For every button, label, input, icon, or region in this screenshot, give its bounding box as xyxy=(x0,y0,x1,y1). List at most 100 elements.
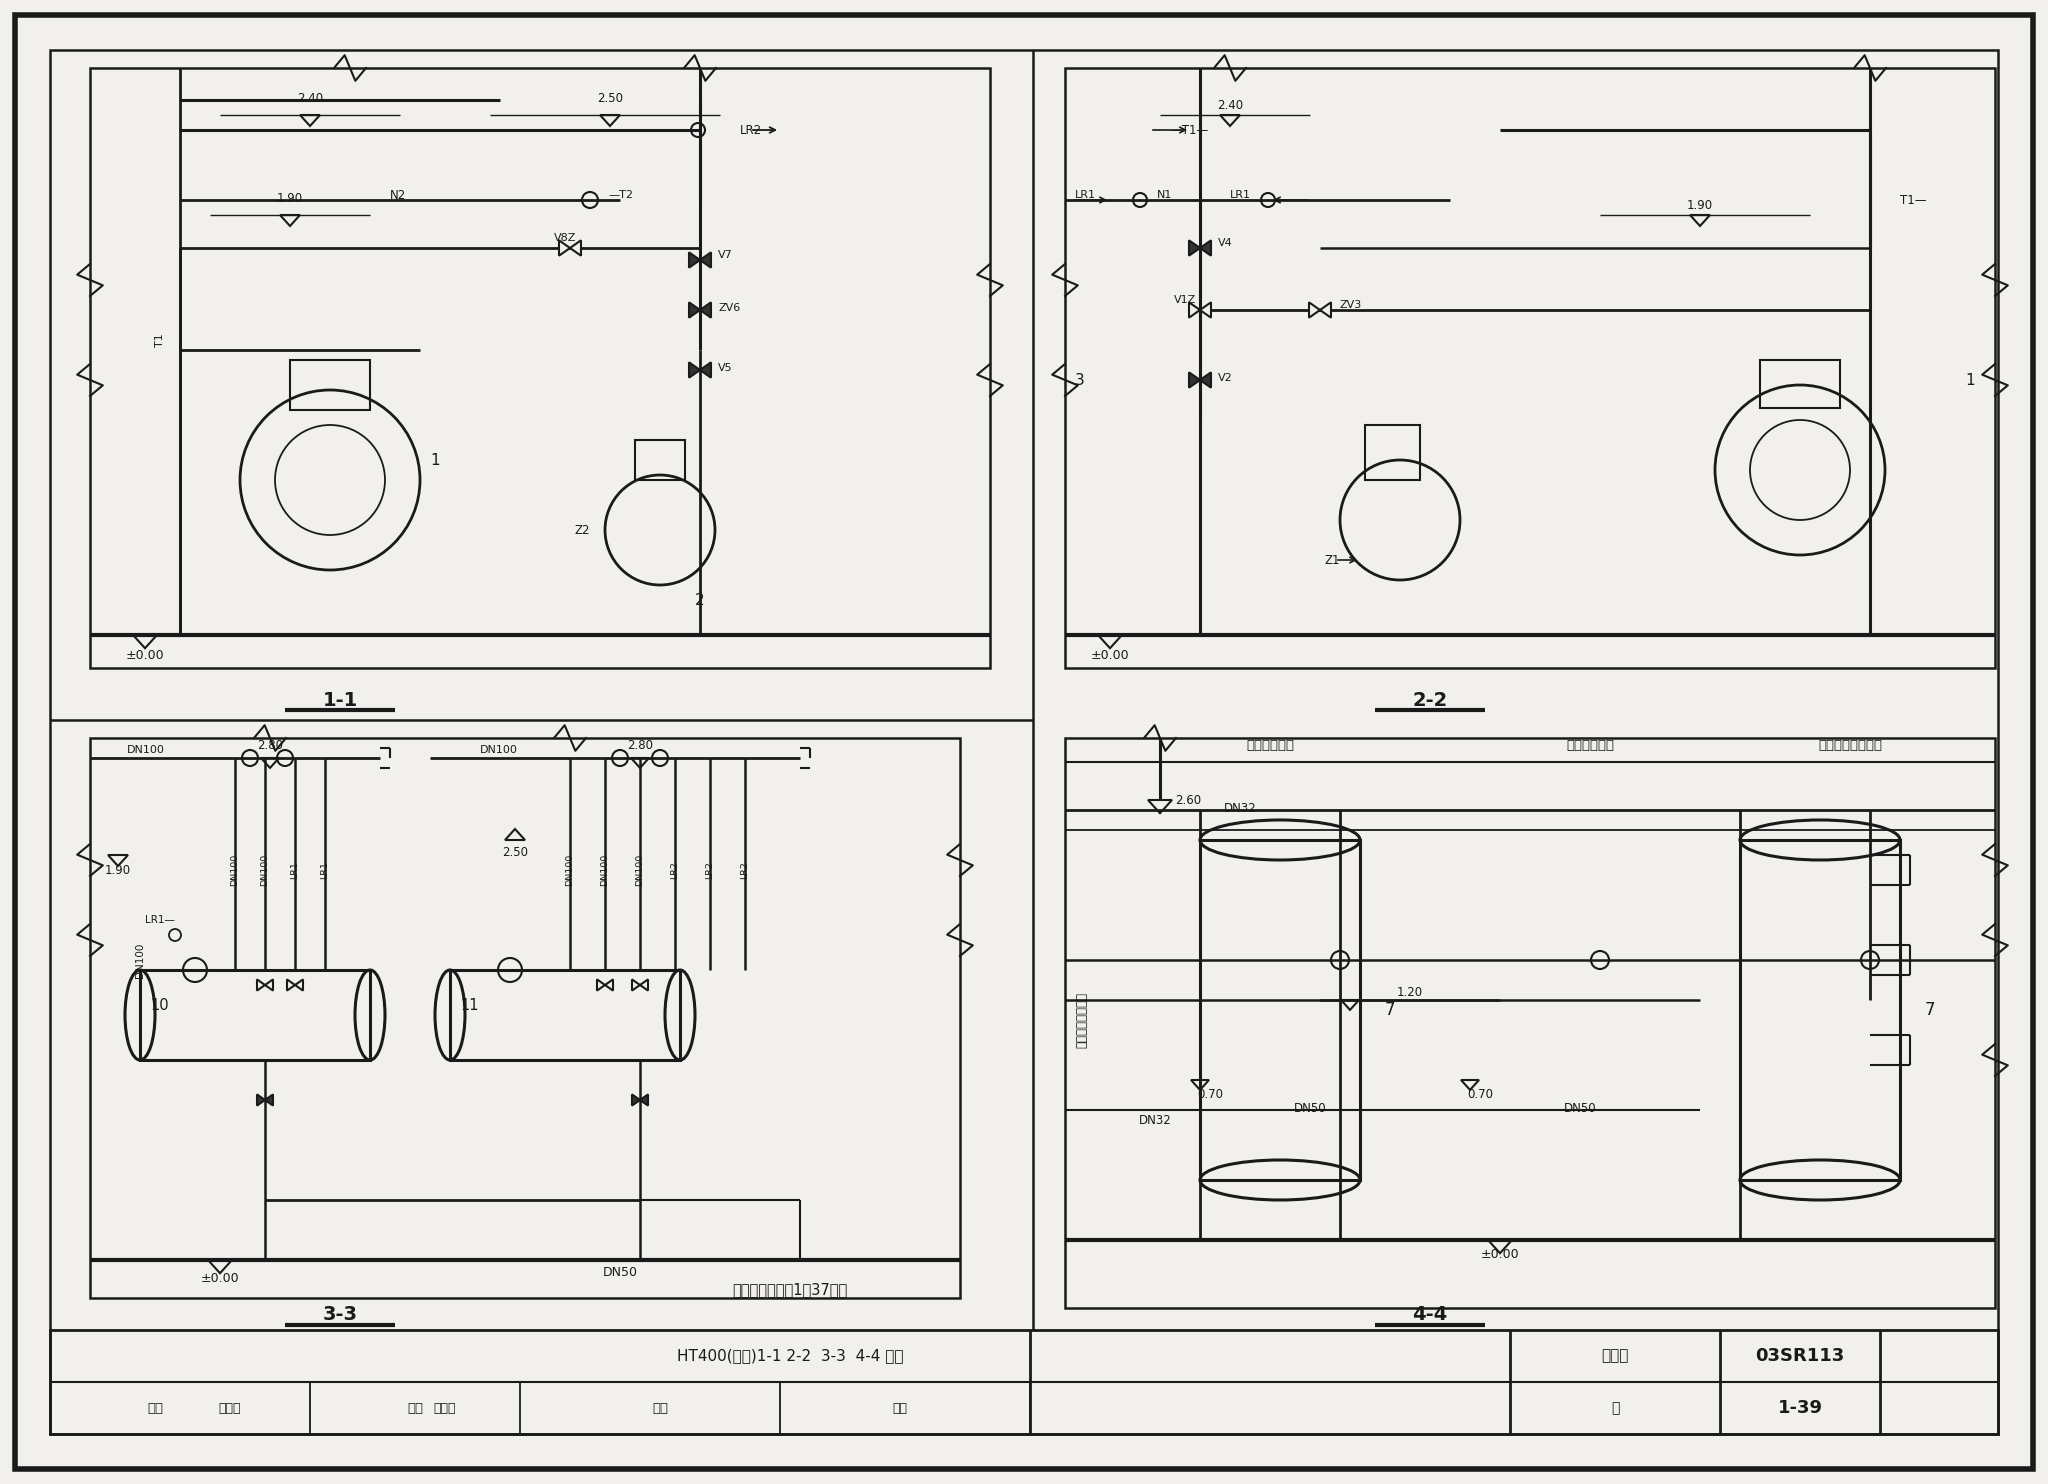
Text: DN100: DN100 xyxy=(479,745,518,755)
Polygon shape xyxy=(688,362,700,378)
Polygon shape xyxy=(700,252,711,267)
Text: 2.40: 2.40 xyxy=(1217,98,1243,111)
Text: 0.70: 0.70 xyxy=(1196,1088,1223,1101)
Polygon shape xyxy=(641,979,647,991)
Text: LR2: LR2 xyxy=(741,861,750,879)
Polygon shape xyxy=(700,303,711,318)
Text: N1: N1 xyxy=(1157,190,1174,200)
Polygon shape xyxy=(559,240,569,255)
Polygon shape xyxy=(1190,372,1200,387)
Text: 2.60: 2.60 xyxy=(1176,794,1200,806)
Text: DN100: DN100 xyxy=(565,853,575,886)
Text: 1-1: 1-1 xyxy=(322,690,358,709)
Text: LR2: LR2 xyxy=(670,861,680,879)
Text: 1: 1 xyxy=(1966,372,1974,387)
Text: 7: 7 xyxy=(1384,1002,1395,1020)
Text: 3-3: 3-3 xyxy=(322,1306,358,1325)
Text: 2: 2 xyxy=(694,592,705,607)
Polygon shape xyxy=(688,303,700,318)
Bar xyxy=(635,439,684,479)
Text: 2.40: 2.40 xyxy=(297,92,324,105)
Bar xyxy=(90,738,961,1298)
Text: 2.80: 2.80 xyxy=(627,739,653,751)
Polygon shape xyxy=(256,979,264,991)
Text: V7: V7 xyxy=(719,249,733,260)
Text: T1—: T1— xyxy=(1901,193,1927,206)
Text: T1: T1 xyxy=(156,332,166,347)
Polygon shape xyxy=(295,979,303,991)
Text: 2.50: 2.50 xyxy=(598,92,623,105)
Text: ZV6: ZV6 xyxy=(719,303,739,313)
Text: N2: N2 xyxy=(389,188,406,202)
Text: 接加热回水管: 接加热回水管 xyxy=(1567,739,1614,751)
Text: 4-4: 4-4 xyxy=(1413,1306,1448,1325)
Text: 0.70: 0.70 xyxy=(1466,1088,1493,1101)
Text: LR1: LR1 xyxy=(319,861,330,879)
Polygon shape xyxy=(264,979,272,991)
Text: 2-2: 2-2 xyxy=(1413,690,1448,709)
Polygon shape xyxy=(633,1094,641,1106)
Bar xyxy=(1065,738,1995,1307)
Polygon shape xyxy=(1200,240,1210,255)
Text: DN50: DN50 xyxy=(602,1266,637,1279)
Polygon shape xyxy=(1200,303,1210,318)
Text: DN32: DN32 xyxy=(1223,801,1255,815)
Polygon shape xyxy=(1200,372,1210,387)
Text: DN100: DN100 xyxy=(600,853,610,886)
Polygon shape xyxy=(287,979,295,991)
Text: 校对: 校对 xyxy=(408,1401,424,1414)
Text: 黄涚: 黄涚 xyxy=(893,1401,907,1414)
Text: 注：设备表见第1－37页。: 注：设备表见第1－37页。 xyxy=(733,1282,848,1297)
Polygon shape xyxy=(1190,240,1200,255)
Polygon shape xyxy=(633,979,641,991)
Text: DN100: DN100 xyxy=(127,745,166,755)
Text: 10: 10 xyxy=(150,997,168,1012)
Text: V2: V2 xyxy=(1219,372,1233,383)
Text: 接生活热水供水管: 接生活热水供水管 xyxy=(1819,739,1882,751)
Polygon shape xyxy=(1321,303,1331,318)
Text: V8Z: V8Z xyxy=(553,233,575,243)
Text: 千秋风: 千秋风 xyxy=(434,1401,457,1414)
Text: 1.20: 1.20 xyxy=(1397,987,1423,1000)
Polygon shape xyxy=(569,240,582,255)
Bar xyxy=(1741,840,1901,1180)
Bar xyxy=(1759,361,1839,408)
Text: 11: 11 xyxy=(461,997,479,1012)
Text: LR1: LR1 xyxy=(1229,190,1251,200)
Bar xyxy=(90,68,989,668)
Text: 1.90: 1.90 xyxy=(276,191,303,205)
Bar xyxy=(1366,424,1419,479)
Text: 图集号: 图集号 xyxy=(1602,1349,1628,1364)
Polygon shape xyxy=(688,252,700,267)
Polygon shape xyxy=(256,1094,264,1106)
Text: V1Z: V1Z xyxy=(1174,295,1196,306)
Text: 接加热供水管: 接加热供水管 xyxy=(1245,739,1294,751)
Polygon shape xyxy=(641,1094,647,1106)
Text: V4: V4 xyxy=(1219,237,1233,248)
Polygon shape xyxy=(700,362,711,378)
Text: DN50: DN50 xyxy=(1294,1101,1327,1114)
Text: 巳学路: 巳学路 xyxy=(219,1401,242,1414)
Text: 页: 页 xyxy=(1612,1401,1620,1416)
Text: ±0.00: ±0.00 xyxy=(1092,649,1128,662)
Text: V5: V5 xyxy=(719,364,733,372)
Text: 1-39: 1-39 xyxy=(1778,1399,1823,1417)
Text: ±0.00: ±0.00 xyxy=(125,649,164,662)
Text: 1: 1 xyxy=(430,453,440,467)
Polygon shape xyxy=(1309,303,1321,318)
Text: LR2: LR2 xyxy=(739,123,762,137)
Text: —T1—: —T1— xyxy=(1169,123,1208,137)
Polygon shape xyxy=(264,1094,272,1106)
Polygon shape xyxy=(1190,303,1200,318)
Text: LR1—: LR1— xyxy=(145,916,174,925)
Text: DN32: DN32 xyxy=(1139,1113,1171,1126)
Polygon shape xyxy=(598,979,604,991)
Bar xyxy=(291,361,371,410)
Text: ±0.00: ±0.00 xyxy=(201,1272,240,1285)
Text: —T2: —T2 xyxy=(608,190,633,200)
Bar xyxy=(451,971,680,1060)
Text: 接生活热水回水管: 接生活热水回水管 xyxy=(1075,991,1087,1048)
Text: Z2: Z2 xyxy=(575,524,590,537)
Text: Z1: Z1 xyxy=(1325,554,1339,567)
Text: DN100: DN100 xyxy=(135,942,145,978)
